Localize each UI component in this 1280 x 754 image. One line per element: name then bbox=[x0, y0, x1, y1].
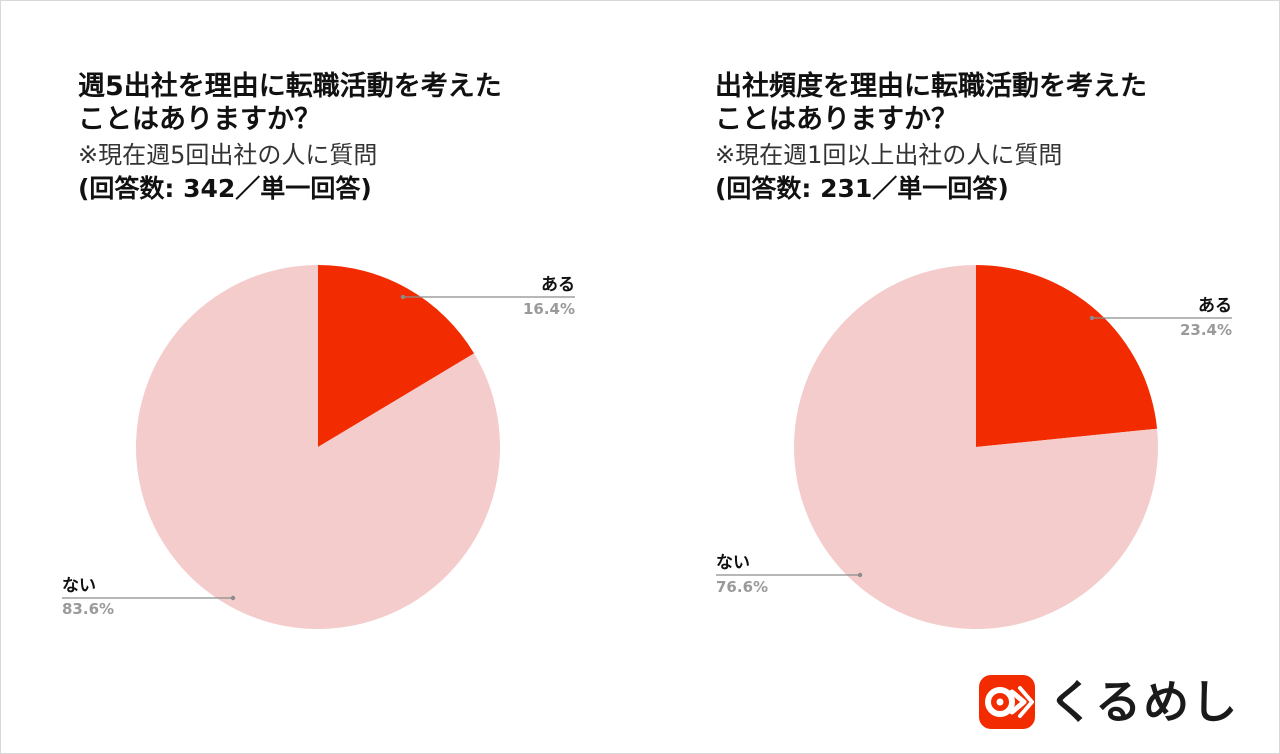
pie1-value-nai: 83.6% bbox=[62, 600, 114, 618]
chart1-subtitle: ※現在週5回出社の人に質問 bbox=[78, 141, 378, 169]
chart1-title: 週5出社を理由に転職活動を考えた ことはありますか？ bbox=[78, 70, 502, 136]
pie1-leader-dot-nai bbox=[230, 595, 236, 601]
pie1-value-aru: 16.4% bbox=[523, 300, 575, 318]
kurumeshi-logo: くるめし bbox=[978, 672, 1268, 732]
chart1-responses: (回答数: 342／単一回答) bbox=[78, 174, 372, 203]
chart2-responses: (回答数: 231／単一回答) bbox=[715, 174, 1009, 203]
chart1-title-line2: ことはありますか？ bbox=[78, 104, 321, 135]
pie1-leader-dot-aru bbox=[400, 294, 406, 300]
pie2-slice-aru bbox=[976, 265, 1158, 447]
kurumeshi-logo-mark-icon bbox=[979, 675, 1035, 729]
kurumeshi-logo-text: くるめし bbox=[1048, 675, 1240, 729]
pie1-slice-nai bbox=[136, 265, 500, 630]
pie2-value-aru: 23.4% bbox=[1180, 321, 1232, 339]
pie2-label-aru: ある bbox=[1198, 296, 1232, 316]
chart2-title-line1: 出社頻度を理由に転職活動を考えた bbox=[715, 71, 1147, 102]
pie1-label-aru: ある bbox=[541, 275, 575, 295]
chart2-subtitle: ※現在週1回以上出社の人に質問 bbox=[715, 141, 1063, 169]
pie2-leader-dot-nai bbox=[857, 572, 863, 578]
pie2-label-nai: ない bbox=[716, 553, 750, 573]
chart2-title: 出社頻度を理由に転職活動を考えた ことはありますか？ bbox=[715, 70, 1147, 136]
chart1-title-line1: 週5出社を理由に転職活動を考えた bbox=[78, 71, 502, 102]
pie2-leader-dot-aru bbox=[1089, 315, 1095, 321]
pie-chart-2: ある 23.4% ない 76.6% bbox=[716, 265, 1232, 629]
pie1-slice-aru bbox=[318, 265, 475, 447]
chart2-title-line2: ことはありますか？ bbox=[715, 104, 958, 135]
pie1-label-nai: ない bbox=[62, 576, 96, 596]
pie2-value-nai: 76.6% bbox=[716, 578, 768, 596]
pie-chart-1: ある 16.4% ない 83.6% bbox=[62, 265, 575, 630]
pie2-slice-nai bbox=[794, 265, 1158, 629]
